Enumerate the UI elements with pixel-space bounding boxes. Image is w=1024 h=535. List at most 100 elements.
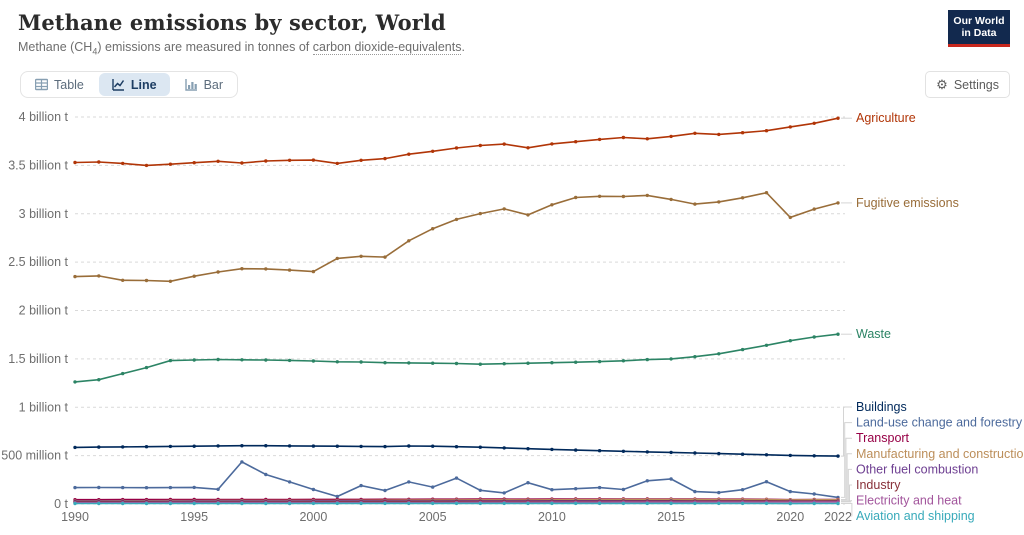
data-point[interactable] (311, 158, 316, 162)
data-point[interactable] (764, 191, 769, 195)
data-point[interactable] (693, 489, 697, 494)
data-point[interactable] (788, 489, 792, 494)
data-point[interactable] (168, 162, 173, 166)
data-point[interactable] (431, 227, 435, 231)
data-point[interactable] (287, 358, 292, 363)
data-point[interactable] (97, 274, 101, 278)
data-point[interactable] (359, 444, 363, 449)
data-point[interactable] (836, 116, 840, 120)
data-point[interactable] (454, 501, 459, 506)
data-point[interactable] (526, 146, 530, 150)
data-point[interactable] (788, 339, 792, 343)
data-point[interactable] (359, 254, 363, 258)
data-point[interactable] (168, 485, 173, 490)
data-point[interactable] (693, 355, 697, 359)
data-point[interactable] (502, 362, 506, 366)
data-point[interactable] (669, 450, 673, 455)
data-point[interactable] (836, 454, 840, 458)
data-point[interactable] (73, 160, 77, 165)
data-point[interactable] (144, 365, 149, 370)
data-point[interactable] (97, 378, 101, 382)
data-point[interactable] (740, 196, 745, 200)
data-point[interactable] (645, 479, 649, 483)
data-point[interactable] (597, 359, 602, 364)
data-point[interactable] (335, 360, 339, 364)
data-point[interactable] (383, 444, 387, 449)
data-point[interactable] (311, 501, 316, 506)
data-point[interactable] (192, 501, 196, 506)
data-point[interactable] (550, 447, 554, 452)
data-point[interactable] (717, 501, 721, 506)
data-point[interactable] (788, 453, 792, 458)
data-point[interactable] (764, 129, 769, 133)
data-point[interactable] (478, 488, 482, 492)
series-label-fugitive-emissions[interactable]: Fugitive emissions (856, 196, 959, 210)
data-point[interactable] (216, 487, 220, 491)
series-label-land-use-change-and-forestry[interactable]: Land-use change and forestry (856, 416, 1023, 430)
data-point[interactable] (359, 501, 363, 506)
data-point[interactable] (645, 501, 649, 506)
data-point[interactable] (574, 501, 578, 506)
data-point[interactable] (621, 449, 626, 453)
data-point[interactable] (740, 452, 745, 456)
data-point[interactable] (788, 501, 792, 506)
data-point[interactable] (383, 488, 387, 493)
data-point[interactable] (216, 159, 220, 163)
data-point[interactable] (287, 444, 292, 448)
data-point[interactable] (287, 268, 292, 272)
series-label-industry[interactable]: Industry (856, 478, 901, 492)
series-label-agriculture[interactable]: Agriculture (856, 111, 916, 125)
data-point[interactable] (717, 490, 721, 495)
data-point[interactable] (740, 131, 745, 135)
data-point[interactable] (693, 451, 697, 455)
data-point[interactable] (717, 132, 721, 137)
data-point[interactable] (73, 445, 77, 450)
data-point[interactable] (764, 453, 769, 457)
data-point[interactable] (836, 332, 840, 336)
data-point[interactable] (168, 444, 173, 449)
series-label-waste[interactable]: Waste (856, 327, 891, 341)
data-point[interactable] (764, 480, 769, 484)
data-point[interactable] (621, 359, 626, 363)
data-point[interactable] (168, 358, 173, 363)
data-point[interactable] (383, 255, 387, 259)
data-point[interactable] (240, 161, 244, 165)
data-point[interactable] (454, 361, 459, 366)
data-point[interactable] (526, 447, 530, 451)
data-point[interactable] (97, 160, 101, 164)
data-point[interactable] (454, 146, 459, 150)
data-point[interactable] (97, 501, 101, 506)
data-point[interactable] (812, 492, 816, 496)
data-point[interactable] (812, 207, 816, 211)
data-point[interactable] (192, 161, 196, 165)
data-point[interactable] (359, 360, 363, 364)
data-point[interactable] (478, 362, 482, 366)
data-point[interactable] (597, 137, 602, 142)
data-point[interactable] (240, 444, 244, 448)
data-point[interactable] (574, 487, 578, 491)
data-point[interactable] (335, 444, 339, 448)
series-label-manufacturing-and-construction[interactable]: Manufacturing and construction (856, 447, 1024, 461)
data-point[interactable] (431, 149, 435, 153)
data-point[interactable] (311, 444, 316, 448)
series-line-fugitive-emissions[interactable] (74, 191, 839, 283)
data-point[interactable] (359, 483, 363, 488)
data-point[interactable] (454, 445, 459, 449)
data-point[interactable] (764, 501, 769, 506)
data-point[interactable] (621, 135, 626, 140)
data-point[interactable] (597, 449, 602, 453)
data-point[interactable] (287, 158, 292, 162)
data-point[interactable] (216, 444, 220, 448)
data-point[interactable] (359, 158, 363, 162)
data-point[interactable] (407, 501, 411, 506)
data-point[interactable] (550, 203, 554, 207)
data-point[interactable] (669, 197, 673, 202)
settings-button[interactable]: ⚙ Settings (925, 71, 1010, 98)
data-point[interactable] (526, 361, 530, 365)
data-point[interactable] (264, 444, 268, 448)
owid-logo[interactable]: Our World in Data (948, 10, 1010, 47)
data-point[interactable] (669, 134, 673, 139)
data-point[interactable] (144, 278, 149, 283)
data-point[interactable] (740, 347, 745, 352)
data-point[interactable] (383, 156, 387, 161)
